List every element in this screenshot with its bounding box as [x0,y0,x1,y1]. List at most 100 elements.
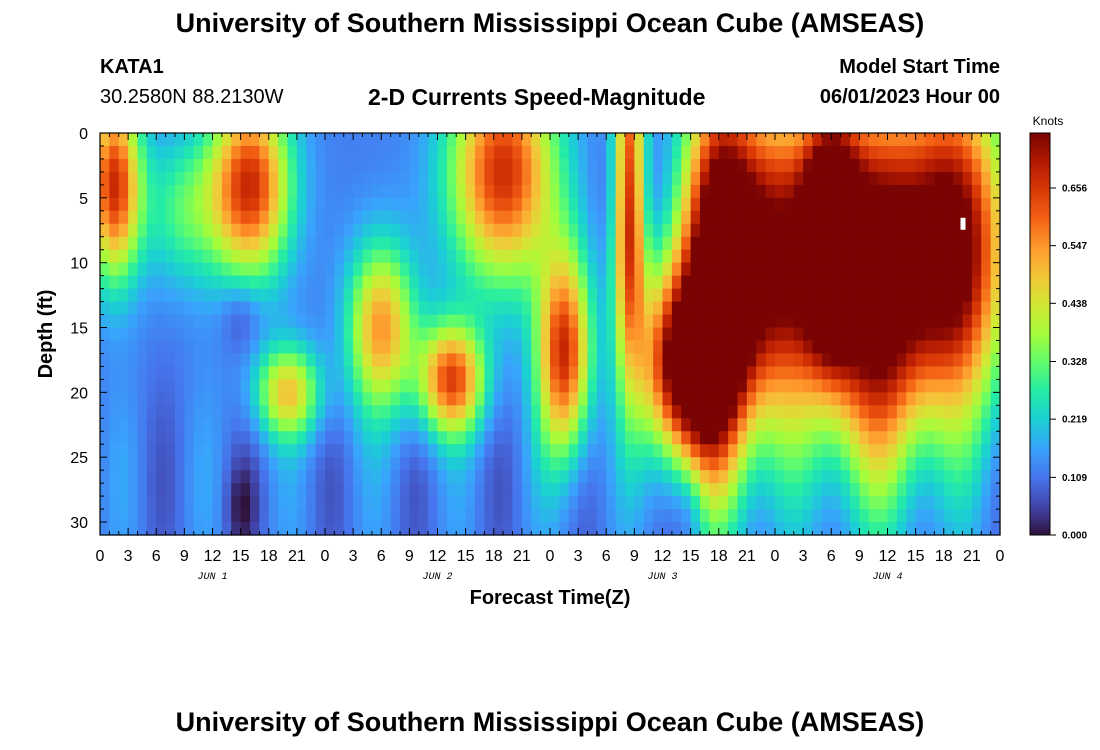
heatmap-cell [971,223,982,238]
heatmap-cell [906,184,917,199]
heatmap-cell [606,405,617,419]
heatmap-cell [981,145,992,160]
heatmap-cell [653,366,664,380]
heatmap-cell [812,223,823,238]
heatmap-cell [259,133,270,147]
heatmap-cell [671,405,682,419]
heatmap-cell [643,249,654,264]
heatmap-cell [212,483,223,497]
heatmap-cell [118,197,129,212]
heatmap-cell [240,197,251,212]
heatmap-cell [596,340,607,355]
heatmap-cell [765,197,776,212]
heatmap-cell [718,496,729,510]
heatmap-cell [137,133,148,147]
heatmap-cell [943,509,954,523]
heatmap-cell [278,496,289,510]
heatmap-cell [203,353,214,368]
heatmap-cell [793,496,804,510]
heatmap-cell [306,522,317,536]
heatmap-cell [878,470,889,484]
heatmap-cell [400,392,410,406]
heatmap-cell [493,314,504,329]
heatmap-cell [156,496,167,510]
heatmap-cell [165,327,176,342]
heatmap-cell [981,379,992,393]
heatmap-cell [540,418,551,432]
heatmap-cell [287,314,298,329]
heatmap-cell [700,340,710,355]
heatmap-cell [381,210,392,225]
heatmap-cell [943,145,954,160]
heatmap-cell [643,405,654,419]
heatmap-cell [559,236,570,251]
heatmap-cell [296,392,307,406]
heatmap-cell [128,314,139,329]
heatmap-cell [643,210,654,225]
heatmap-cell [784,483,795,497]
heatmap-cell [728,210,739,225]
heatmap-cell [362,496,373,510]
heatmap-cell [990,262,1001,277]
heatmap-cell [971,444,982,458]
heatmap-cell [446,133,457,147]
heatmap-cell [503,223,514,238]
heatmap-cell [137,236,148,251]
heatmap-cell [784,133,795,147]
heatmap-cell [353,145,364,160]
heatmap-cell [287,509,298,523]
heatmap-cell [212,158,223,173]
heatmap-cell [990,314,1001,329]
heatmap-cell [587,444,598,458]
heatmap-cell [296,340,307,355]
heatmap-cell [203,470,214,484]
heatmap-cell [165,509,176,523]
heatmap-cell [615,158,626,173]
heatmap-cell [418,223,429,238]
heatmap-cell [512,483,523,497]
heatmap-cell [868,327,879,342]
heatmap-cell [690,210,701,225]
heatmap-cell [840,457,851,471]
heatmap-cell [184,418,195,432]
heatmap-cell [671,522,682,536]
heatmap-cell [878,133,889,147]
heatmap-cell [596,275,607,290]
heatmap-cell [934,418,945,432]
heatmap-cell [775,145,785,160]
heatmap-cell [278,158,289,173]
heatmap-cell [690,340,701,355]
heatmap-cell [746,262,757,277]
heatmap-cell [934,288,945,303]
heatmap-cell [803,379,814,393]
heatmap-cell [137,275,148,290]
heatmap-cell [765,483,776,497]
heatmap-cell [981,444,992,458]
heatmap-cell [353,133,364,147]
heatmap-cell [981,158,992,173]
heatmap-cell [118,366,129,380]
heatmap-cell [653,288,664,303]
heatmap-cell [118,457,129,471]
heatmap-cell [446,145,457,160]
heatmap-cell [381,509,392,523]
heatmap-cell [428,184,439,199]
heatmap-cell [700,301,710,316]
heatmap-cell [896,236,907,251]
heatmap-cell [634,392,645,406]
heatmap-cell [615,509,626,523]
heatmap-cell [718,262,729,277]
heatmap-cell [296,366,307,380]
heatmap-cell [559,496,570,510]
heatmap-cell [128,249,139,264]
heatmap-cell [118,158,129,173]
heatmap-cell [615,236,626,251]
heatmap-cell [906,210,917,225]
heatmap-cell [315,301,326,316]
heatmap-cell [446,236,457,251]
heatmap-cell [400,145,410,160]
heatmap-cell [137,340,148,355]
heatmap-cell [156,133,167,147]
heatmap-cell [296,145,307,160]
heatmap-cell [465,158,476,173]
